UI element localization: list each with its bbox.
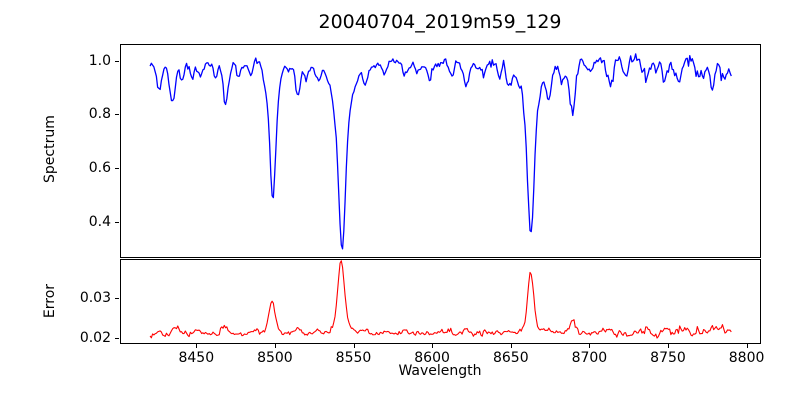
x-tick-label: 8650 (492, 350, 529, 366)
y-tick-label: 0.03 (79, 290, 111, 307)
x-axis-label: Wavelength (398, 363, 482, 379)
spectrum-series (149, 53, 732, 250)
spectrum-line-plot (149, 53, 732, 250)
x-tick-mark (353, 344, 355, 348)
error-series (149, 260, 732, 339)
x-tick-label: 8700 (571, 350, 608, 366)
x-tick-mark (668, 344, 669, 348)
x-tick-mark (196, 344, 198, 348)
y-tick-mark (115, 114, 119, 116)
x-tick-label: 8800 (728, 350, 765, 366)
y-tick-mark (115, 338, 119, 340)
y-tick-mark (115, 298, 119, 300)
error-plot-area (120, 259, 761, 344)
x-tick-mark (510, 344, 512, 348)
x-tick-label: 8750 (650, 350, 686, 366)
x-tick-mark (589, 344, 591, 348)
y-tick-mark (115, 221, 119, 223)
spectrum-y-axis-label: Spectrum (42, 115, 58, 183)
chart-title: 20040704_2019m59_129 (318, 11, 562, 33)
x-tick-mark (274, 344, 276, 348)
x-tick-label: 8500 (257, 350, 293, 366)
x-tick-label: 8600 (414, 350, 450, 366)
error-y-axis-label: Error (42, 283, 58, 319)
y-tick-label: 1.0 (88, 52, 111, 69)
x-tick-label: 8550 (335, 350, 372, 366)
error-line-plot (149, 260, 732, 339)
x-tick-mark (746, 344, 748, 348)
y-tick-label: 0.8 (88, 106, 111, 123)
y-tick-label: 0.4 (88, 213, 111, 230)
y-tick-label: 0.02 (79, 330, 111, 347)
y-tick-mark (115, 167, 119, 169)
x-tick-mark (432, 344, 434, 348)
spectrum-plot-area (120, 44, 761, 258)
y-tick-mark (115, 60, 119, 62)
y-tick-label: 0.6 (88, 159, 111, 176)
x-tick-label: 8450 (178, 350, 215, 366)
